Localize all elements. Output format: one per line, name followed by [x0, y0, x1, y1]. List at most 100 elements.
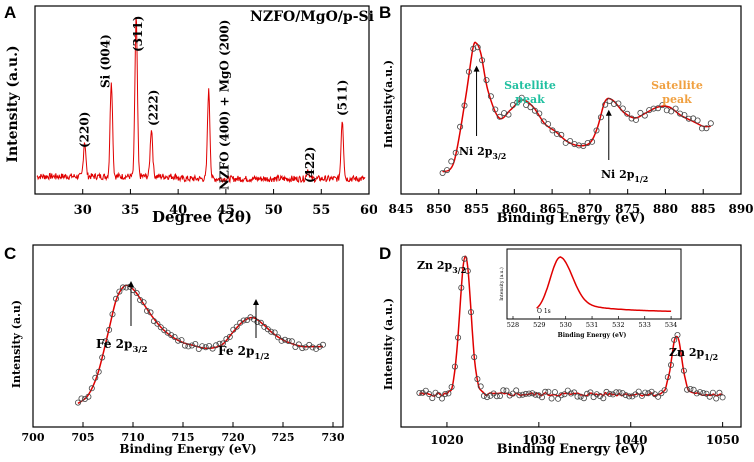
- x-tick-label: 715: [172, 431, 195, 444]
- x-tick-label: 880: [653, 202, 678, 216]
- data-point: [448, 158, 455, 165]
- data-point: [593, 127, 600, 134]
- data-point: [464, 268, 471, 275]
- data-point: [553, 130, 560, 137]
- data-point: [474, 44, 481, 51]
- arrow-head: [605, 109, 612, 116]
- data-point: [596, 393, 603, 400]
- data-point: [637, 109, 644, 116]
- data-point: [628, 115, 635, 122]
- data-point: [616, 389, 623, 396]
- data-point: [606, 390, 613, 397]
- x-tick-label: 55: [312, 203, 330, 218]
- data-point: [175, 337, 182, 344]
- data-point: [181, 342, 188, 349]
- x-tick-label: 885: [691, 202, 716, 216]
- data-point: [619, 105, 626, 112]
- inset-x-tick-label: 529: [533, 321, 545, 329]
- data-point: [654, 105, 661, 112]
- data-point: [226, 333, 233, 340]
- data-point: [609, 391, 616, 398]
- data-point: [677, 351, 684, 358]
- data-point: [574, 393, 581, 400]
- x-tick-label: 40: [169, 203, 187, 218]
- x-tick-label: 35: [121, 203, 139, 218]
- data-point: [254, 319, 261, 326]
- data-point: [92, 374, 99, 381]
- data-point: [435, 392, 442, 399]
- data-point: [548, 395, 555, 402]
- data-point: [558, 131, 565, 138]
- data-point: [451, 363, 458, 370]
- data-point: [188, 342, 195, 349]
- panel-label-a: A: [4, 3, 16, 22]
- data-point: [240, 317, 247, 324]
- data-point: [484, 394, 491, 401]
- data-point: [567, 390, 574, 397]
- inset-x-tick-label: 533: [639, 321, 651, 329]
- data-point: [638, 392, 645, 399]
- data-point: [192, 341, 199, 348]
- arrow-head: [473, 65, 480, 72]
- data-point: [589, 138, 596, 145]
- x-tick-label: 1050: [706, 433, 739, 447]
- data-point: [209, 345, 216, 352]
- data-point: [223, 336, 230, 343]
- plot-frame: [32, 244, 344, 428]
- x-tick-label: 720: [222, 431, 245, 444]
- inset-x-tick-label: 528: [507, 321, 519, 329]
- data-point: [416, 389, 423, 396]
- data-point: [632, 116, 639, 123]
- data-point: [116, 288, 123, 295]
- data-point: [606, 98, 613, 105]
- data-point: [299, 345, 306, 352]
- data-point: [178, 337, 185, 344]
- data-point: [600, 395, 607, 402]
- fit-line: [442, 41, 711, 173]
- data-point: [680, 367, 687, 374]
- data-point: [505, 111, 512, 118]
- data-point: [496, 113, 503, 120]
- data-point: [661, 387, 668, 394]
- data-point: [143, 307, 150, 314]
- data-point: [593, 391, 600, 398]
- data-point: [500, 387, 507, 394]
- data-point: [619, 390, 626, 397]
- data-point: [536, 110, 543, 117]
- data-point: [703, 390, 710, 397]
- data-point: [230, 326, 237, 333]
- data-point: [202, 344, 209, 351]
- x-tick-label: 875: [615, 202, 640, 216]
- x-tick-label: 870: [577, 202, 602, 216]
- data-point: [154, 320, 161, 327]
- panel-d: D 1020 1030 1040 1050 Zn 2p3/2 Zn 2p1/2 528 5…: [377, 229, 754, 458]
- peak-label: NZFO (400) + MgO (200): [218, 20, 232, 190]
- data-point: [444, 167, 451, 174]
- data-point: [698, 125, 705, 132]
- data-point: [532, 391, 539, 398]
- x-axis-label: Binding Energy (eV): [119, 442, 256, 456]
- x-axis-label: Binding Energy (eV): [497, 442, 646, 457]
- data-point: [288, 338, 295, 345]
- peak-label: (311): [131, 16, 145, 52]
- data-point: [671, 336, 678, 343]
- arrow-head: [128, 281, 134, 287]
- inset-x-axis-label: Binding Energy (eV): [558, 332, 627, 339]
- chart-title: NZFO/MgO/p-Si: [250, 9, 374, 25]
- data-point: [185, 343, 192, 350]
- peak-label: (220): [78, 112, 92, 148]
- data-point: [558, 392, 565, 399]
- data-point: [575, 142, 582, 149]
- data-point: [707, 120, 714, 127]
- peak-label: (511): [335, 80, 349, 116]
- ni-2p-xps-chart: B 845 850 855 860 865 870 875 880 885 890 Ni 2p3/…: [379, 3, 754, 226]
- peak-label: (222): [146, 90, 160, 126]
- data-point: [703, 125, 710, 132]
- data-point: [140, 299, 147, 306]
- data-point: [719, 394, 726, 401]
- data-point: [439, 395, 446, 402]
- data-point: [257, 319, 264, 326]
- data-point: [316, 343, 323, 350]
- x-tick-label: 705: [72, 431, 95, 444]
- data-point: [531, 107, 538, 114]
